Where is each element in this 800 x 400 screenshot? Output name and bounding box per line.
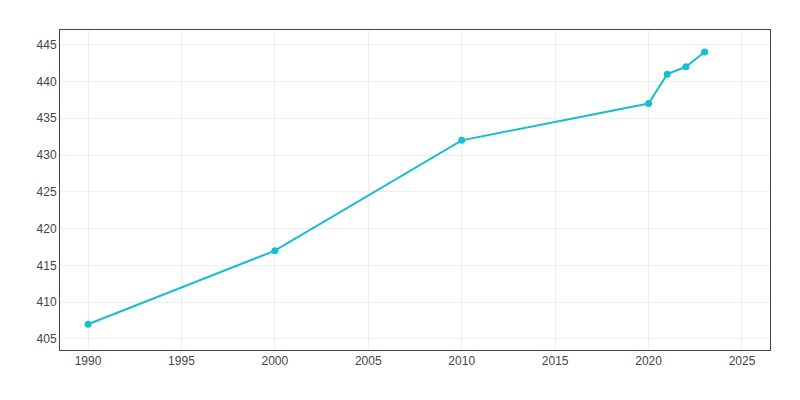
svg-text:2000: 2000 bbox=[262, 354, 289, 368]
svg-text:415: 415 bbox=[37, 259, 57, 273]
svg-text:2015: 2015 bbox=[542, 354, 569, 368]
svg-text:1990: 1990 bbox=[75, 354, 102, 368]
svg-text:435: 435 bbox=[37, 111, 57, 125]
svg-text:440: 440 bbox=[37, 75, 57, 89]
svg-text:410: 410 bbox=[37, 295, 57, 309]
svg-text:425: 425 bbox=[37, 185, 57, 199]
svg-text:2025: 2025 bbox=[729, 354, 756, 368]
svg-text:430: 430 bbox=[37, 148, 57, 162]
svg-text:420: 420 bbox=[37, 222, 57, 236]
svg-text:405: 405 bbox=[37, 332, 57, 346]
svg-text:1995: 1995 bbox=[168, 354, 195, 368]
svg-text:2020: 2020 bbox=[635, 354, 662, 368]
svg-text:2010: 2010 bbox=[448, 354, 475, 368]
svg-text:445: 445 bbox=[37, 38, 57, 52]
svg-text:2005: 2005 bbox=[355, 354, 382, 368]
